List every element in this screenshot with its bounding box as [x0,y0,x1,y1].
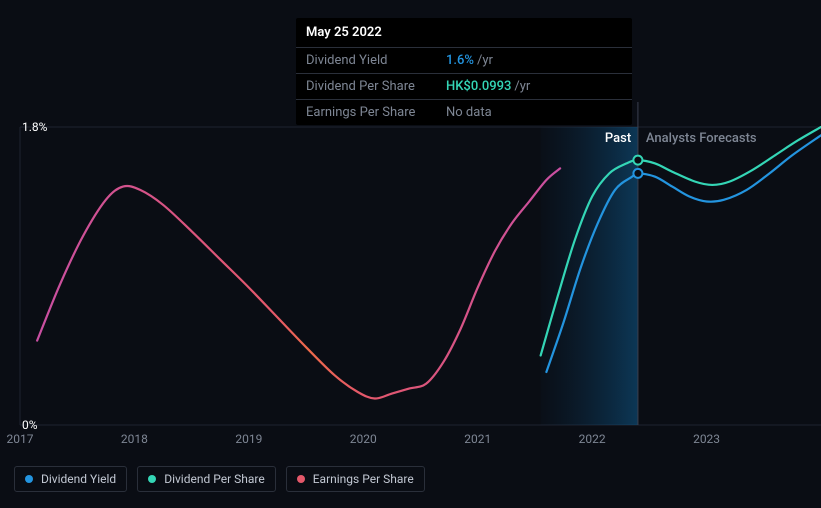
legend-item[interactable]: Dividend Per Share [137,466,276,492]
section-label-past: Past [605,131,631,146]
section-label-forecasts: Analysts Forecasts [646,131,757,146]
y-axis-label: 1.8% [22,120,47,134]
legend-item-label: Earnings Per Share [313,472,414,486]
x-axis-label: 2022 [579,432,606,446]
tooltip-row: Dividend Per ShareHK$0.0993/yr [296,74,632,100]
legend-dot-icon [297,475,305,483]
x-axis-label: 2021 [464,432,491,446]
tooltip-date: May 25 2022 [296,18,632,48]
tooltip-row-label: Earnings Per Share [306,105,446,120]
x-axis-label: 2023 [693,432,720,446]
dividend-chart: May 25 2022 Dividend Yield1.6%/yrDividen… [0,0,821,508]
tooltip-row: Earnings Per ShareNo data [296,100,632,125]
tooltip-row-label: Dividend Yield [306,53,446,68]
chart-legend: Dividend Yield Dividend Per Share Earnings… [14,466,425,492]
legend-item[interactable]: Dividend Yield [14,466,127,492]
tooltip-row-value: HK$0.0993/yr [446,79,622,94]
x-axis-label: 2018 [121,432,148,446]
legend-dot-icon [25,475,33,483]
tooltip-row-value: 1.6%/yr [446,53,622,68]
x-axis-label: 2017 [7,432,34,446]
x-axis-label: 2019 [235,432,262,446]
series-line [37,168,560,398]
legend-dot-icon [148,475,156,483]
x-axis-label: 2020 [350,432,377,446]
chart-tooltip: May 25 2022 Dividend Yield1.6%/yrDividen… [296,18,632,125]
legend-item[interactable]: Earnings Per Share [286,466,425,492]
legend-item-label: Dividend Per Share [164,472,265,486]
tooltip-row-label: Dividend Per Share [306,79,446,94]
legend-item-label: Dividend Yield [41,472,116,486]
y-axis-label: 0% [22,418,38,432]
tooltip-row-value: No data [446,105,622,120]
tooltip-row: Dividend Yield1.6%/yr [296,48,632,74]
